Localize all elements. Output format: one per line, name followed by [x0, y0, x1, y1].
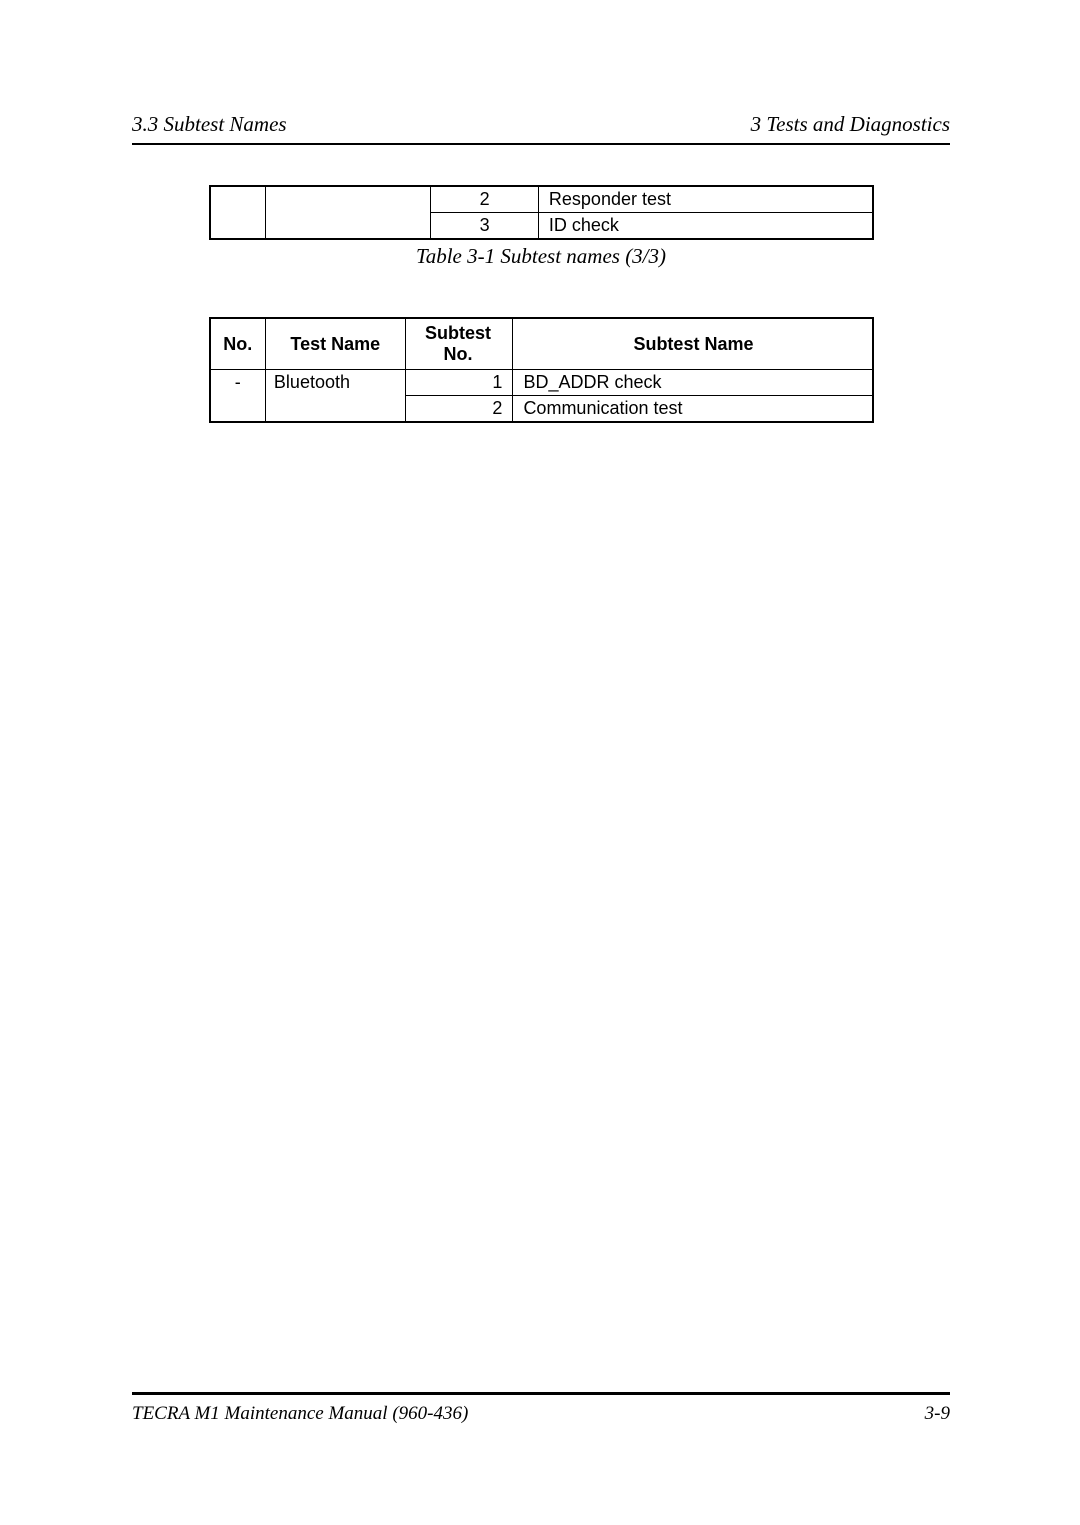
cell-subtestname: Communication test	[513, 396, 873, 423]
cell-subtestno: 2	[431, 186, 539, 213]
cell-testname	[265, 396, 405, 423]
header-testname: Test Name	[265, 318, 405, 370]
cell-no	[210, 396, 266, 423]
cell-testname: Bluetooth	[265, 370, 405, 396]
cell-testname	[265, 186, 430, 213]
cell-no	[210, 213, 266, 240]
table-row: 2 Communication test	[210, 396, 873, 423]
cell-no: -	[210, 370, 266, 396]
cell-no	[210, 186, 266, 213]
table-header-row: No. Test Name Subtest No. Subtest Name	[210, 318, 873, 370]
subtest-table: No. Test Name Subtest No. Subtest Name -…	[209, 317, 874, 423]
cell-testname	[265, 213, 430, 240]
table-row: - Bluetooth 1 BD_ADDR check	[210, 370, 873, 396]
table-row: 3 ID check	[210, 213, 873, 240]
header-subtestno: Subtest No.	[405, 318, 513, 370]
table-row: 2 Responder test	[210, 186, 873, 213]
page-header: 3.3 Subtest Names 3 Tests and Diagnostic…	[132, 112, 950, 137]
footer-right: 3-9	[925, 1403, 950, 1425]
cell-subtestname: ID check	[538, 213, 872, 240]
header-subtestname: Subtest Name	[513, 318, 873, 370]
cell-subtestname: BD_ADDR check	[513, 370, 873, 396]
subtest-table-fragment: 2 Responder test 3 ID check	[209, 185, 874, 240]
header-right: 3 Tests and Diagnostics	[751, 112, 950, 137]
cell-subtestname: Responder test	[538, 186, 872, 213]
page-footer: TECRA M1 Maintenance Manual (960-436) 3-…	[132, 1392, 950, 1425]
header-left: 3.3 Subtest Names	[132, 112, 287, 137]
footer-rule	[132, 1392, 950, 1395]
cell-subtestno: 3	[431, 213, 539, 240]
header-rule	[132, 143, 950, 145]
cell-subtestno: 1	[405, 370, 513, 396]
footer-left: TECRA M1 Maintenance Manual (960-436)	[132, 1403, 468, 1425]
table-caption: Table 3-1 Subtest names (3/3)	[132, 244, 950, 269]
header-no: No.	[210, 318, 266, 370]
cell-subtestno: 2	[405, 396, 513, 423]
